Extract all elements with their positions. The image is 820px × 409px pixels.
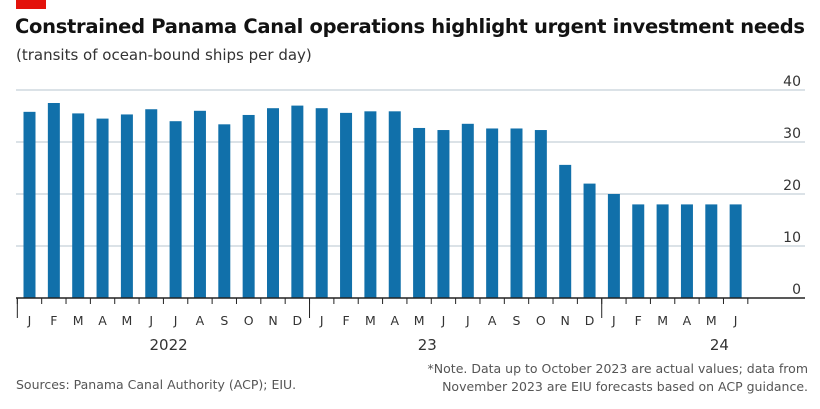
source-note: Sources: Panama Canal Authority (ACP); E…	[16, 377, 297, 392]
year-label: 2022	[150, 336, 188, 354]
x-tick-label: J	[173, 313, 178, 328]
x-tick-label: J	[441, 313, 446, 328]
x-tick-label: J	[319, 313, 324, 328]
x-tick-label: O	[244, 313, 254, 328]
bar	[486, 128, 499, 298]
x-tick-label: S	[513, 313, 521, 328]
bar	[145, 109, 158, 299]
bar	[267, 108, 279, 298]
y-tick-label: 30	[783, 126, 801, 142]
bar	[193, 110, 206, 298]
bar	[583, 183, 596, 298]
bar	[729, 204, 742, 298]
x-tick-label: M	[122, 313, 133, 328]
x-axis	[16, 297, 805, 318]
bar	[680, 204, 693, 298]
bar	[169, 121, 182, 298]
x-tick-label: A	[488, 313, 497, 328]
bar	[388, 111, 401, 298]
bar	[413, 127, 426, 299]
year-label: 24	[710, 336, 729, 354]
bar	[72, 113, 85, 299]
x-tick-label: A	[196, 313, 205, 328]
year-label: 23	[418, 336, 437, 354]
x-tick-label: N	[561, 313, 570, 328]
bar	[510, 128, 523, 298]
x-tick-label: A	[683, 313, 692, 328]
brand-tag	[16, 0, 46, 9]
x-tick-label: N	[268, 313, 277, 328]
bar	[340, 112, 353, 298]
bar	[23, 111, 36, 298]
y-tick-label: 20	[783, 178, 801, 194]
x-tick-label: M	[73, 313, 84, 328]
x-tick-label: O	[536, 313, 546, 328]
bars	[23, 103, 742, 299]
chart-subtitle: (transits of ocean-bound ships per day)	[16, 46, 312, 64]
footnote: *Note. Data up to October 2023 are actua…	[427, 361, 808, 394]
y-tick-labels: 0 10 20 30 40	[783, 74, 801, 298]
x-tick-label: M	[657, 313, 668, 328]
x-tick-label: F	[50, 313, 57, 328]
x-tick-label: J	[465, 313, 470, 328]
x-tick-label: J	[733, 313, 738, 328]
bar	[437, 130, 450, 298]
bar	[559, 164, 572, 298]
bar	[291, 105, 304, 298]
bar	[364, 111, 377, 298]
x-tick-label: A	[390, 313, 399, 328]
bar	[656, 204, 669, 298]
bar	[120, 114, 133, 298]
y-tick-label: 0	[792, 282, 801, 298]
x-tick-label: D	[585, 313, 595, 328]
bar	[315, 108, 328, 298]
year-labels: 2022 23 24	[150, 336, 729, 354]
x-tick-label: F	[635, 313, 642, 328]
x-tick-label: J	[611, 313, 616, 328]
bar	[705, 204, 718, 298]
x-tick-label: A	[98, 313, 107, 328]
bar	[96, 118, 109, 298]
x-tick-label: F	[342, 313, 349, 328]
bar	[461, 123, 474, 298]
bar	[607, 194, 620, 298]
bar	[534, 130, 547, 298]
bar	[242, 114, 255, 299]
bar	[632, 204, 645, 298]
chart-title: Constrained Panama Canal operations high…	[15, 15, 805, 38]
x-tick-label: S	[220, 313, 228, 328]
x-tick-label: D	[293, 313, 303, 328]
x-tick-label: M	[706, 313, 717, 328]
x-tick-label: J	[148, 313, 153, 328]
bar	[47, 103, 60, 298]
y-tick-label: 40	[783, 74, 801, 90]
x-tick-label: M	[365, 313, 376, 328]
y-tick-label: 10	[783, 230, 801, 246]
bar	[218, 124, 231, 298]
x-tick-label: M	[414, 313, 425, 328]
x-tick-label: J	[27, 313, 32, 328]
